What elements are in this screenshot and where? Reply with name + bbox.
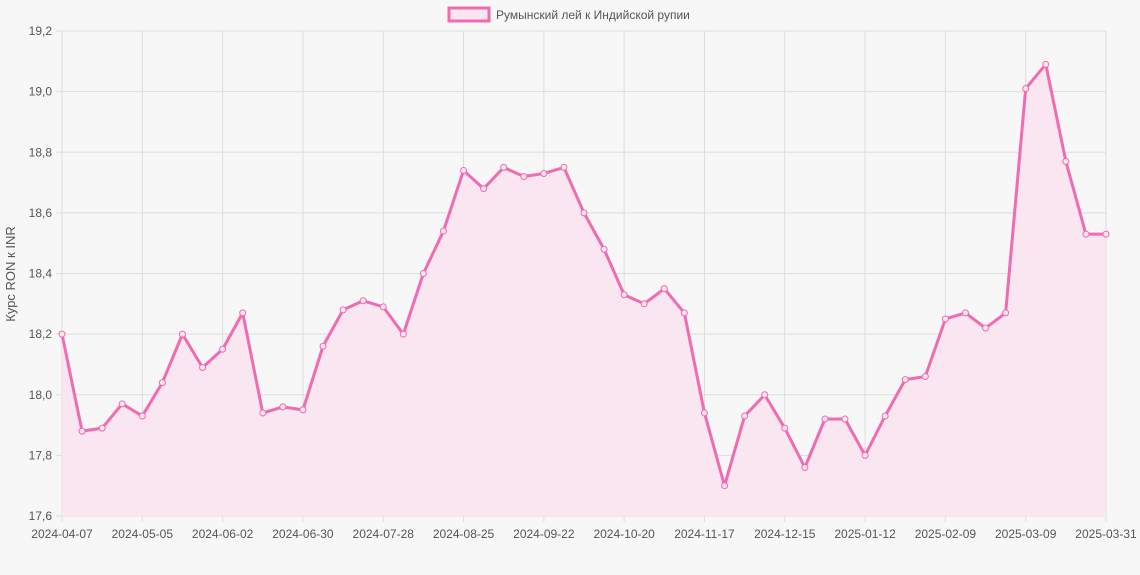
legend-swatch[interactable] xyxy=(447,6,491,23)
legend-label[interactable]: Румынский лей к Индийской рупии xyxy=(496,8,690,22)
data-point[interactable] xyxy=(158,379,166,387)
y-tick-label: 19,2 xyxy=(29,24,53,38)
x-tick-label: 2024-06-02 xyxy=(192,527,254,541)
data-point[interactable] xyxy=(199,363,207,371)
data-point[interactable] xyxy=(98,424,106,432)
data-point[interactable] xyxy=(178,330,186,338)
x-tick-label: 2025-03-09 xyxy=(995,527,1057,541)
data-point[interactable] xyxy=(1082,230,1090,238)
data-point[interactable] xyxy=(821,415,829,423)
data-point[interactable] xyxy=(279,403,287,411)
data-point[interactable] xyxy=(921,373,929,381)
x-tick-label: 2024-09-22 xyxy=(513,527,575,541)
data-point[interactable] xyxy=(600,245,608,253)
x-tick-label: 2024-12-15 xyxy=(754,527,816,541)
x-tick-label: 2024-07-28 xyxy=(353,527,415,541)
data-point[interactable] xyxy=(660,285,668,293)
data-point[interactable] xyxy=(359,297,367,305)
x-axis-ticks: 2024-04-07 2024-05-05 2024-06-02 2024-06-30… xyxy=(31,527,1137,541)
data-point[interactable] xyxy=(299,406,307,414)
data-point[interactable] xyxy=(982,324,990,332)
data-point[interactable] xyxy=(58,330,66,338)
y-tick-label: 19,0 xyxy=(29,85,53,99)
data-point[interactable] xyxy=(1002,309,1010,317)
data-point[interactable] xyxy=(439,227,447,235)
data-point[interactable] xyxy=(419,270,427,277)
points-layer xyxy=(58,60,1110,490)
data-point[interactable] xyxy=(219,345,227,353)
legend[interactable]: Румынский лей к Индийской рупии xyxy=(447,6,690,23)
data-point[interactable] xyxy=(741,412,749,420)
data-point[interactable] xyxy=(78,427,86,435)
data-point[interactable] xyxy=(520,173,528,180)
data-point[interactable] xyxy=(841,415,849,423)
data-point[interactable] xyxy=(1022,85,1030,93)
data-point[interactable] xyxy=(239,309,247,317)
data-point[interactable] xyxy=(1042,60,1050,68)
x-tick-label: 2025-02-09 xyxy=(915,527,977,541)
data-point[interactable] xyxy=(259,409,267,417)
data-point[interactable] xyxy=(460,166,468,174)
x-tick-label: 2024-06-30 xyxy=(272,527,334,541)
data-point[interactable] xyxy=(861,451,869,459)
y-tick-label: 18,0 xyxy=(29,388,53,402)
data-point[interactable] xyxy=(721,482,729,490)
y-axis-ticks: 17,6 17,8 18,0 18,2 18,4 18,6 18,8 19,0 19,2 xyxy=(29,24,53,523)
data-point[interactable] xyxy=(941,315,949,323)
data-point[interactable] xyxy=(1102,230,1110,238)
data-point[interactable] xyxy=(640,300,648,308)
data-point[interactable] xyxy=(138,412,146,420)
x-tick-label: 2024-04-07 xyxy=(31,527,93,541)
data-point[interactable] xyxy=(540,169,548,177)
y-tick-label: 18,6 xyxy=(29,206,53,220)
y-tick-label: 18,4 xyxy=(29,267,53,281)
data-point[interactable] xyxy=(620,291,628,299)
y-axis-title: Курс RON к INR xyxy=(3,226,18,321)
data-point[interactable] xyxy=(1062,157,1070,165)
x-tick-label: 2024-11-17 xyxy=(674,527,735,541)
data-point[interactable] xyxy=(881,412,889,420)
data-point[interactable] xyxy=(761,391,769,399)
y-tick-label: 17,8 xyxy=(29,448,53,462)
x-tick-label: 2025-01-12 xyxy=(834,527,896,541)
x-tick-label: 2024-10-20 xyxy=(593,527,655,541)
y-tick-label: 17,6 xyxy=(29,509,53,523)
data-point[interactable] xyxy=(680,309,688,317)
data-point[interactable] xyxy=(500,163,508,171)
data-point[interactable] xyxy=(560,163,568,171)
data-point[interactable] xyxy=(339,306,347,314)
x-tick-label: 2024-08-25 xyxy=(433,527,495,541)
data-point[interactable] xyxy=(961,309,969,317)
data-point[interactable] xyxy=(118,400,126,408)
data-point[interactable] xyxy=(399,330,407,338)
data-point[interactable] xyxy=(319,342,327,350)
data-point[interactable] xyxy=(781,424,789,432)
data-point[interactable] xyxy=(901,376,909,384)
data-point[interactable] xyxy=(580,209,588,217)
y-tick-label: 18,2 xyxy=(29,327,53,341)
x-tick-label: 2024-05-05 xyxy=(112,527,174,541)
data-point[interactable] xyxy=(801,464,809,471)
data-point[interactable] xyxy=(700,409,708,417)
series-area xyxy=(62,64,1106,516)
x-tick-label: 2025-03-31 xyxy=(1075,527,1137,541)
y-tick-label: 18,8 xyxy=(29,145,53,159)
area-layer xyxy=(62,64,1106,516)
data-point[interactable] xyxy=(379,303,387,311)
data-point[interactable] xyxy=(480,185,488,193)
